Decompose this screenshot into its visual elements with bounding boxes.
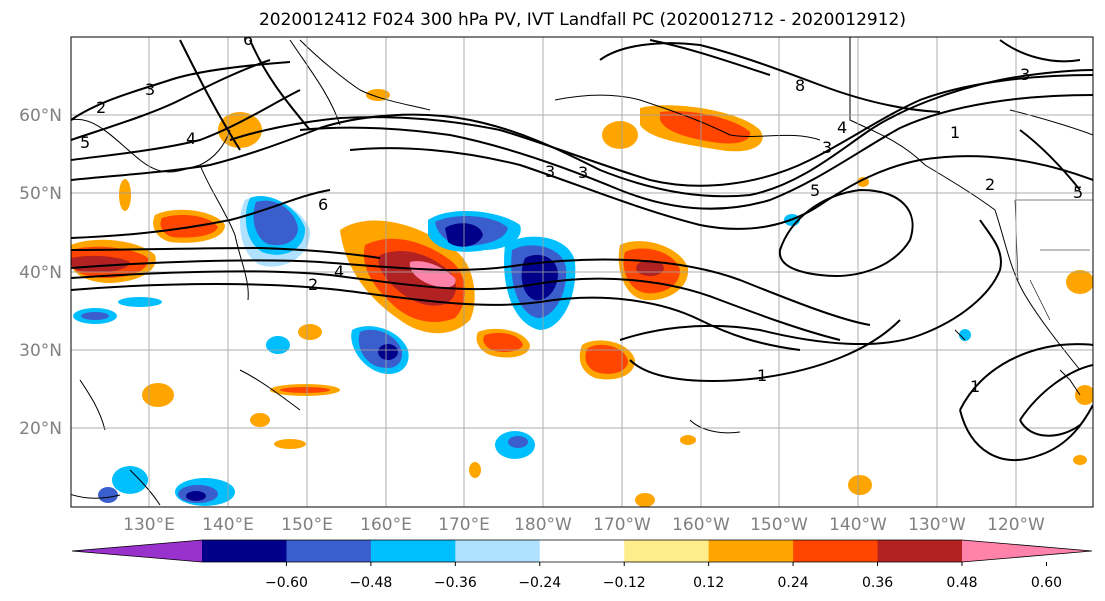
svg-text:6: 6 (243, 30, 253, 49)
svg-text:1: 1 (970, 377, 980, 396)
svg-text:160°W: 160°W (672, 515, 730, 535)
colorbar-tick-label: −0.24 (518, 575, 561, 591)
colorbar-tick-label: 0.36 (862, 575, 893, 591)
svg-text:140°E: 140°E (202, 515, 254, 535)
colorbar-tick-label: −0.48 (349, 575, 392, 591)
colorbar-tick-label: 0.12 (693, 575, 724, 591)
svg-text:4: 4 (837, 118, 847, 137)
map-title: 2020012412 F024 300 hPa PV, IVT Landfall… (258, 10, 906, 30)
svg-text:2: 2 (985, 175, 995, 194)
contour-labels: 6 2 3 5 4 6 4 2 3 3 5 8 4 3 1 2 5 3 1 1 (80, 30, 1083, 396)
svg-text:50°N: 50°N (19, 184, 62, 204)
svg-text:120°W: 120°W (987, 515, 1045, 535)
colorbar-extend-min (72, 540, 202, 562)
svg-text:130°E: 130°E (123, 515, 175, 535)
colorbar-cell (539, 540, 625, 562)
colorbar: −0.60 −0.48 −0.36 −0.24 −0.12 0.12 0.24 0.36 0.4… (71, 539, 1093, 591)
map-frame (70, 36, 1094, 508)
svg-text:140°W: 140°W (829, 515, 887, 535)
svg-text:1: 1 (950, 123, 960, 142)
svg-text:5: 5 (1073, 183, 1083, 202)
svg-text:40°N: 40°N (19, 263, 62, 283)
gridlines (71, 37, 1093, 507)
colorbar-cell (286, 540, 372, 562)
svg-text:20°N: 20°N (19, 419, 62, 439)
latitude-labels: 60°N 50°N 40°N 30°N 20°N (19, 106, 62, 439)
ivt-contours (71, 39, 1093, 461)
svg-text:5: 5 (80, 133, 90, 152)
svg-text:150°E: 150°E (281, 515, 333, 535)
svg-text:5: 5 (810, 181, 820, 200)
svg-text:60°N: 60°N (19, 106, 62, 126)
colorbar-cell (624, 540, 710, 562)
colorbar-tick-label: 0.48 (946, 575, 977, 591)
svg-text:6: 6 (318, 195, 328, 214)
map-panel: 6 2 3 5 4 6 4 2 3 3 5 8 4 3 1 2 5 3 1 1 (70, 30, 1094, 508)
colorbar-cell (877, 540, 963, 562)
contour-line (71, 258, 871, 326)
svg-text:150°W: 150°W (750, 515, 808, 535)
svg-text:30°N: 30°N (19, 341, 62, 361)
pv-anomaly-shading (71, 89, 1093, 507)
svg-text:8: 8 (795, 76, 805, 95)
colorbar-cell (370, 540, 456, 562)
svg-text:3: 3 (145, 80, 155, 99)
colorbar-cell (708, 540, 794, 562)
svg-text:3: 3 (545, 162, 555, 181)
svg-text:130°W: 130°W (908, 515, 966, 535)
svg-text:1: 1 (757, 366, 767, 385)
colorbar-cell (455, 540, 541, 562)
colorbar-outline (71, 539, 1093, 563)
svg-text:3: 3 (822, 138, 832, 157)
svg-text:2: 2 (96, 98, 106, 117)
colorbar-tick-label: −0.12 (603, 575, 646, 591)
svg-text:3: 3 (1020, 65, 1030, 84)
colorbar-tick-label: 0.24 (778, 575, 809, 591)
svg-text:180°W: 180°W (514, 515, 572, 535)
colorbar-tick-label: −0.36 (434, 575, 477, 591)
svg-text:3: 3 (578, 163, 588, 182)
colorbar-cell (202, 540, 287, 562)
svg-text:170°E: 170°E (438, 515, 490, 535)
colorbar-tick-label: −0.60 (265, 575, 308, 591)
svg-text:4: 4 (186, 129, 196, 148)
svg-text:2: 2 (308, 275, 318, 294)
colorbar-tick-label: 0.60 (1031, 575, 1062, 591)
svg-text:4: 4 (334, 262, 344, 281)
colorbar-extend-max (962, 540, 1092, 562)
svg-text:160°E: 160°E (360, 515, 412, 535)
longitude-labels: 130°E 140°E 150°E 160°E 170°E 180°W 170°… (123, 515, 1045, 535)
svg-text:170°W: 170°W (593, 515, 651, 535)
colorbar-cell (793, 540, 879, 562)
